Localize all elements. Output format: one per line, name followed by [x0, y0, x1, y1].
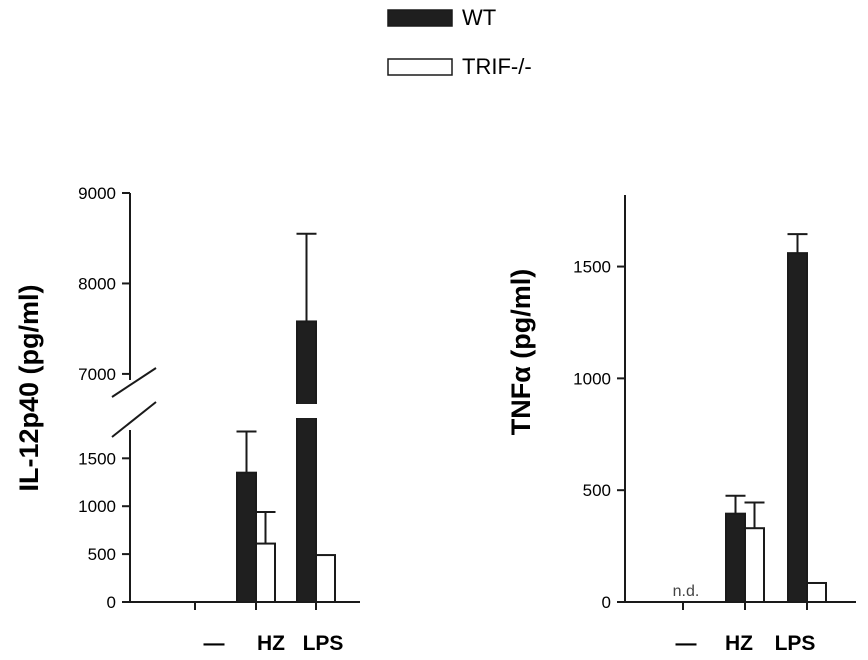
- x-tick-label-none: —: [204, 632, 225, 655]
- il12p40-chart: 0 500 1000 1500 7000 8000 9000 IL-12p40 (pg/ml)…: [14, 184, 360, 655]
- bar-trif-hz: [256, 544, 275, 602]
- axis-break-mark: [112, 368, 156, 397]
- legend-label-wt: WT: [462, 5, 496, 30]
- x-tick-label-hz: HZ: [725, 632, 753, 655]
- y-tick-label: 0: [602, 593, 611, 612]
- x-tick-label-lps: LPS: [303, 632, 344, 655]
- x-tick-label-hz: HZ: [257, 632, 285, 655]
- bar-trif-lps: [807, 583, 826, 602]
- y-tick-label: 1000: [573, 369, 611, 388]
- bar-trif-lps: [316, 555, 335, 602]
- y-tick-label: 500: [583, 481, 611, 500]
- y-tick-label: 7000: [78, 365, 116, 384]
- tnfa-chart: 0 500 1000 1500 TNFα (pg/ml) n.d. — HZ LPS: [506, 195, 856, 655]
- bar-wt-hz: [237, 473, 256, 602]
- bar-break-gap: [295, 404, 318, 418]
- y-axis-label: TNFα (pg/ml): [506, 269, 536, 436]
- y-axis-label: IL-12p40 (pg/ml): [14, 284, 44, 491]
- legend-swatch-wt: [388, 10, 452, 26]
- y-tick-label: 9000: [78, 184, 116, 203]
- x-tick-label-none: —: [676, 632, 697, 655]
- y-tick-label: 1500: [573, 258, 611, 277]
- y-tick-label: 1000: [78, 497, 116, 516]
- axis-break-mark: [112, 402, 156, 437]
- y-tick-label: 0: [107, 593, 116, 612]
- legend-swatch-trif: [388, 59, 452, 75]
- legend: WT TRIF-/-: [388, 5, 532, 79]
- bar-wt-hz: [726, 514, 745, 602]
- y-tick-label: 8000: [78, 274, 116, 293]
- y-tick-label: 1500: [78, 449, 116, 468]
- y-tick-label: 500: [88, 545, 116, 564]
- legend-label-trif: TRIF-/-: [462, 54, 532, 79]
- bar-wt-lps: [297, 321, 316, 602]
- not-determined-annotation: n.d.: [673, 583, 700, 600]
- bar-trif-hz: [745, 528, 764, 602]
- bar-wt-lps: [788, 253, 807, 602]
- x-tick-label-lps: LPS: [775, 632, 816, 655]
